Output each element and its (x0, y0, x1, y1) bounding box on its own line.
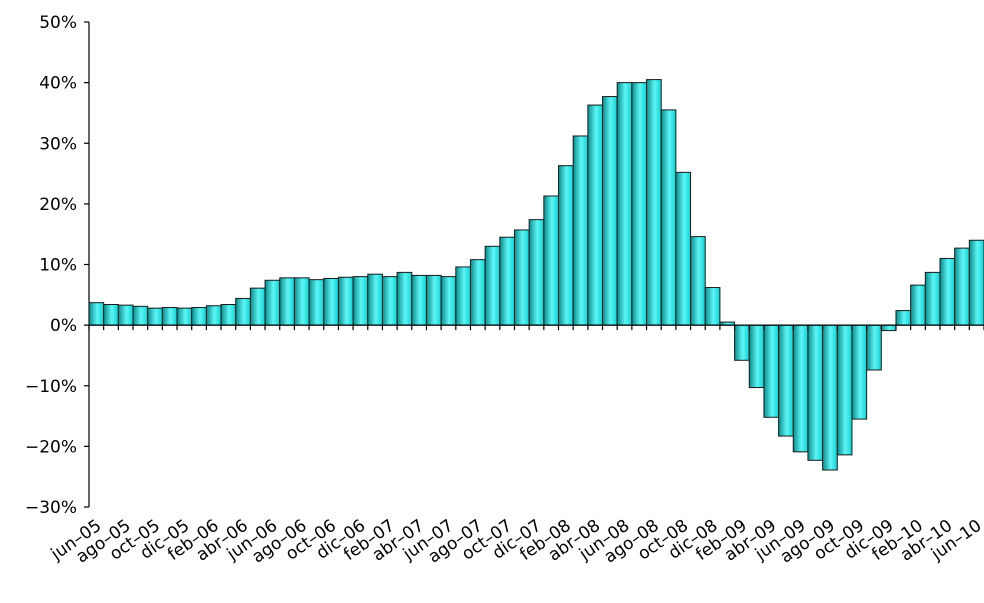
bar-oct-09 (851, 324, 868, 420)
bar-nov-06 (337, 276, 354, 326)
bar-dic-06 (352, 276, 369, 326)
bar-mar-10 (924, 271, 941, 326)
bar-mar-09 (748, 324, 765, 389)
y-tick-label: −30% (25, 498, 77, 518)
bar-feb-06 (205, 305, 222, 326)
bar-mar-08 (572, 135, 589, 326)
bar-oct-06 (323, 277, 339, 326)
bar-sep-06 (308, 279, 325, 326)
bar-feb-09 (734, 324, 750, 361)
bar-jun-09 (792, 324, 809, 453)
bar-ago-07 (469, 259, 486, 326)
y-tick-label: 30% (39, 134, 77, 154)
bar-oct-07 (499, 236, 515, 326)
bar-abr-07 (411, 274, 427, 326)
bars-group (88, 79, 984, 471)
bar-ago-05 (117, 304, 134, 326)
bar-abr-09 (763, 324, 780, 418)
bar-feb-07 (381, 276, 398, 326)
bar-nov-07 (513, 229, 530, 326)
bar-abr-06 (235, 297, 251, 326)
bar-dic-08 (704, 287, 721, 326)
bar-sep-08 (660, 109, 677, 326)
y-tick-label: 10% (39, 256, 77, 276)
bar-ene-10 (895, 310, 912, 326)
bar-ago-09 (822, 324, 838, 471)
bar-jul-07 (455, 266, 471, 326)
bar-feb-08 (558, 165, 574, 326)
bar-feb-10 (910, 284, 926, 326)
bar-jun-05 (88, 302, 105, 326)
bar-ene-07 (367, 273, 383, 326)
bar-jun-06 (264, 279, 281, 326)
y-tick-label: 0% (50, 316, 77, 336)
bar-mar-06 (220, 304, 237, 326)
bar-sep-07 (484, 245, 501, 326)
bar-may-09 (778, 324, 794, 437)
bar-ago-06 (293, 277, 310, 326)
bar-abr-08 (587, 104, 604, 326)
bar-nov-08 (690, 236, 706, 326)
y-axis: −30% −20% −10% 0% 10% 20% 30% 40% 50% (25, 13, 90, 518)
bar-mar-07 (396, 271, 413, 326)
bar-jul-05 (103, 304, 119, 326)
bar-jul-06 (279, 277, 295, 326)
bar-jul-09 (807, 324, 824, 461)
bar-jun-10 (968, 239, 984, 326)
bar-may-08 (602, 96, 618, 326)
bar-sep-09 (836, 324, 853, 456)
bar-jun-07 (440, 276, 457, 326)
bar-may-06 (249, 287, 266, 326)
bar-oct-08 (675, 171, 692, 326)
bar-sep-05 (132, 305, 149, 326)
bar-ene-08 (543, 195, 560, 326)
bar-oct-05 (147, 307, 163, 326)
bar-may-07 (425, 274, 442, 326)
bar-abr-10 (939, 257, 956, 326)
bar-dic-07 (528, 219, 545, 326)
y-tick-label: −20% (25, 437, 77, 457)
bar-ago-08 (646, 79, 662, 326)
bar-dic-09 (880, 324, 897, 332)
y-tick-label: 40% (39, 74, 77, 94)
bar-nov-09 (866, 324, 882, 371)
y-tick-label: −10% (25, 377, 77, 397)
y-tick-label: 20% (39, 195, 77, 215)
bar-ene-06 (191, 307, 207, 326)
bar-may-10 (954, 247, 970, 326)
bar-dic-05 (176, 307, 193, 326)
y-tick-label: 50% (39, 13, 77, 33)
bar-jun-08 (616, 82, 633, 326)
bar-nov-05 (161, 307, 178, 326)
bar-jul-08 (631, 82, 648, 326)
